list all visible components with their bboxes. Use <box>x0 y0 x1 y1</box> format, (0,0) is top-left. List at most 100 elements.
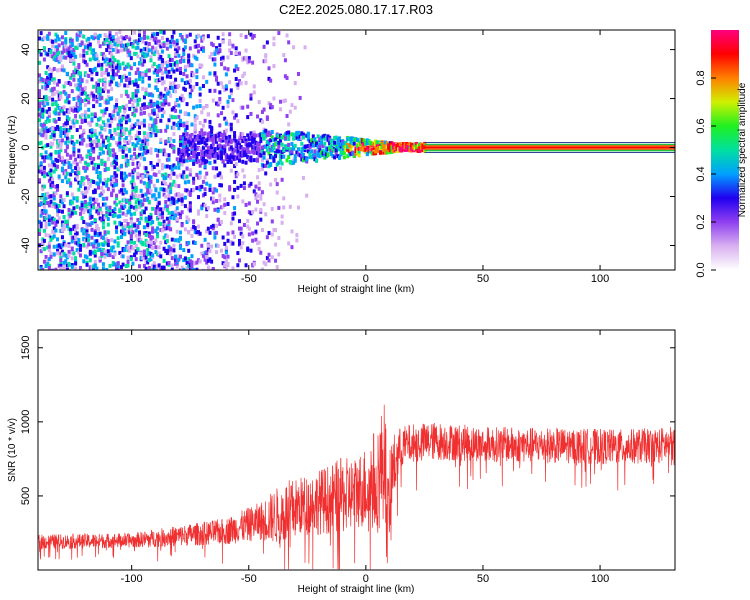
spectrogram-cell <box>88 123 92 128</box>
spectrogram-cell <box>136 161 140 166</box>
spectrogram-cell <box>313 137 317 142</box>
spectrogram-cell <box>200 152 204 157</box>
spectrogram-cell <box>59 91 63 96</box>
spectrogram-cell <box>46 143 50 148</box>
spectrogram-cell <box>360 144 364 149</box>
spectrogram-cell <box>160 102 164 107</box>
spectrogram-cell <box>288 159 292 164</box>
spectrogram-cell <box>160 58 164 63</box>
spectrogram-cell <box>377 140 381 145</box>
spectrogram-cell <box>205 229 209 234</box>
spectrogram-cell <box>382 145 386 150</box>
spectrogram-cell <box>410 142 414 147</box>
spectrogram-cell <box>337 146 341 151</box>
spectrogram-cell <box>418 149 422 154</box>
spectrogram-cell <box>259 153 263 158</box>
spectrogram-cell <box>149 244 153 249</box>
spectrogram-cell <box>103 240 107 245</box>
spectrogram-cell <box>128 77 132 82</box>
spectrogram-cell <box>88 42 92 47</box>
spectrogram-cell <box>152 124 156 129</box>
spectrogram-cell <box>133 107 137 112</box>
spectrogram-cell <box>203 257 207 262</box>
spectrogram-cell <box>308 154 312 159</box>
spectrogram-cell <box>270 206 274 211</box>
spectrogram-cell <box>215 166 219 171</box>
spectrogram-cell <box>175 264 179 269</box>
spectrogram-cell <box>187 143 191 148</box>
spectrogram-cell <box>178 66 182 71</box>
spectrogram-cell <box>223 262 227 267</box>
spectrogram-cell <box>59 126 63 131</box>
spectrogram-cell <box>262 163 266 168</box>
spectrogram-cell <box>51 78 55 83</box>
spectrogram-cell <box>47 153 51 158</box>
spectrogram-cell <box>113 200 117 205</box>
spectrogram-cell <box>129 245 133 250</box>
spectrogram-cell <box>141 120 145 125</box>
spectrogram-cell <box>149 212 153 217</box>
spectrogram-cell <box>39 221 43 226</box>
spectrogram-cell <box>164 181 168 186</box>
spectrogram-cell <box>57 50 61 55</box>
spectrogram-cell <box>183 81 187 86</box>
spectrogram-cell <box>403 145 407 150</box>
spectrogram-cell <box>54 126 58 131</box>
spectrogram-cell <box>101 214 105 219</box>
spectrogram-cell <box>201 145 205 150</box>
spectrogram-cell <box>75 175 79 180</box>
spectrogram-cell <box>85 94 89 99</box>
spectrogram-cell <box>103 82 107 87</box>
spectrogram-cell <box>403 142 407 147</box>
spectrogram-cell <box>201 123 205 128</box>
spectrogram-cell <box>206 112 210 117</box>
spectrogram-cell <box>269 103 273 108</box>
spectrogram-cell <box>197 211 201 216</box>
spectrogram-cell <box>298 153 302 158</box>
spectrogram-cell <box>124 163 128 168</box>
spectrogram-cell <box>41 196 45 201</box>
spectrogram-cell <box>65 118 69 123</box>
spectrogram-cell <box>311 143 315 148</box>
spectrogram-cell <box>42 102 46 107</box>
spectrogram-cell <box>192 187 196 192</box>
spectrogram-cell <box>205 171 209 176</box>
spectrogram-cell <box>42 196 46 201</box>
spectrogram-cell <box>264 212 268 217</box>
spectrogram-cell <box>92 250 96 255</box>
spectrogram-cell <box>60 267 64 270</box>
spectrogram-cell <box>157 191 161 196</box>
spectrogram-cell <box>152 118 156 123</box>
spectrogram-cell <box>177 238 181 243</box>
spectrogram-cell <box>52 125 56 130</box>
spectrogram-cell <box>92 166 96 171</box>
spectrogram-cell <box>193 226 197 231</box>
spectrogram-cell <box>137 30 141 35</box>
spectrogram-cell <box>178 244 182 249</box>
spectrogram-cell <box>151 193 155 198</box>
spectrogram-cell <box>283 74 287 79</box>
spectrogram-cell <box>149 175 153 180</box>
spectrogram-cell <box>193 241 197 246</box>
spectrogram-cell <box>182 47 186 52</box>
spectrogram-cell <box>159 187 163 192</box>
spectrogram-cell <box>174 213 178 218</box>
spectrogram-cell <box>206 149 210 154</box>
spectrogram-cell <box>116 59 120 64</box>
spectrogram-cell <box>156 39 160 44</box>
spectrogram-cell <box>56 158 60 163</box>
spectrogram-cell <box>142 210 146 215</box>
spectrogram-cell <box>49 176 53 181</box>
spectrogram-cell <box>216 208 220 213</box>
spectrogram-cell <box>337 155 341 160</box>
spectrogram-cell <box>185 102 189 107</box>
spectrogram-cell <box>195 154 199 159</box>
spectrogram-cell <box>65 115 69 120</box>
spectrogram-cell <box>139 173 143 178</box>
spectrogram-cell <box>300 135 304 140</box>
spectrogram-cell <box>141 143 145 148</box>
spectrogram-cell <box>38 178 41 183</box>
spectrogram-cell <box>72 61 76 66</box>
spectrogram-cell <box>256 199 260 204</box>
spectrogram-cell <box>169 182 173 187</box>
